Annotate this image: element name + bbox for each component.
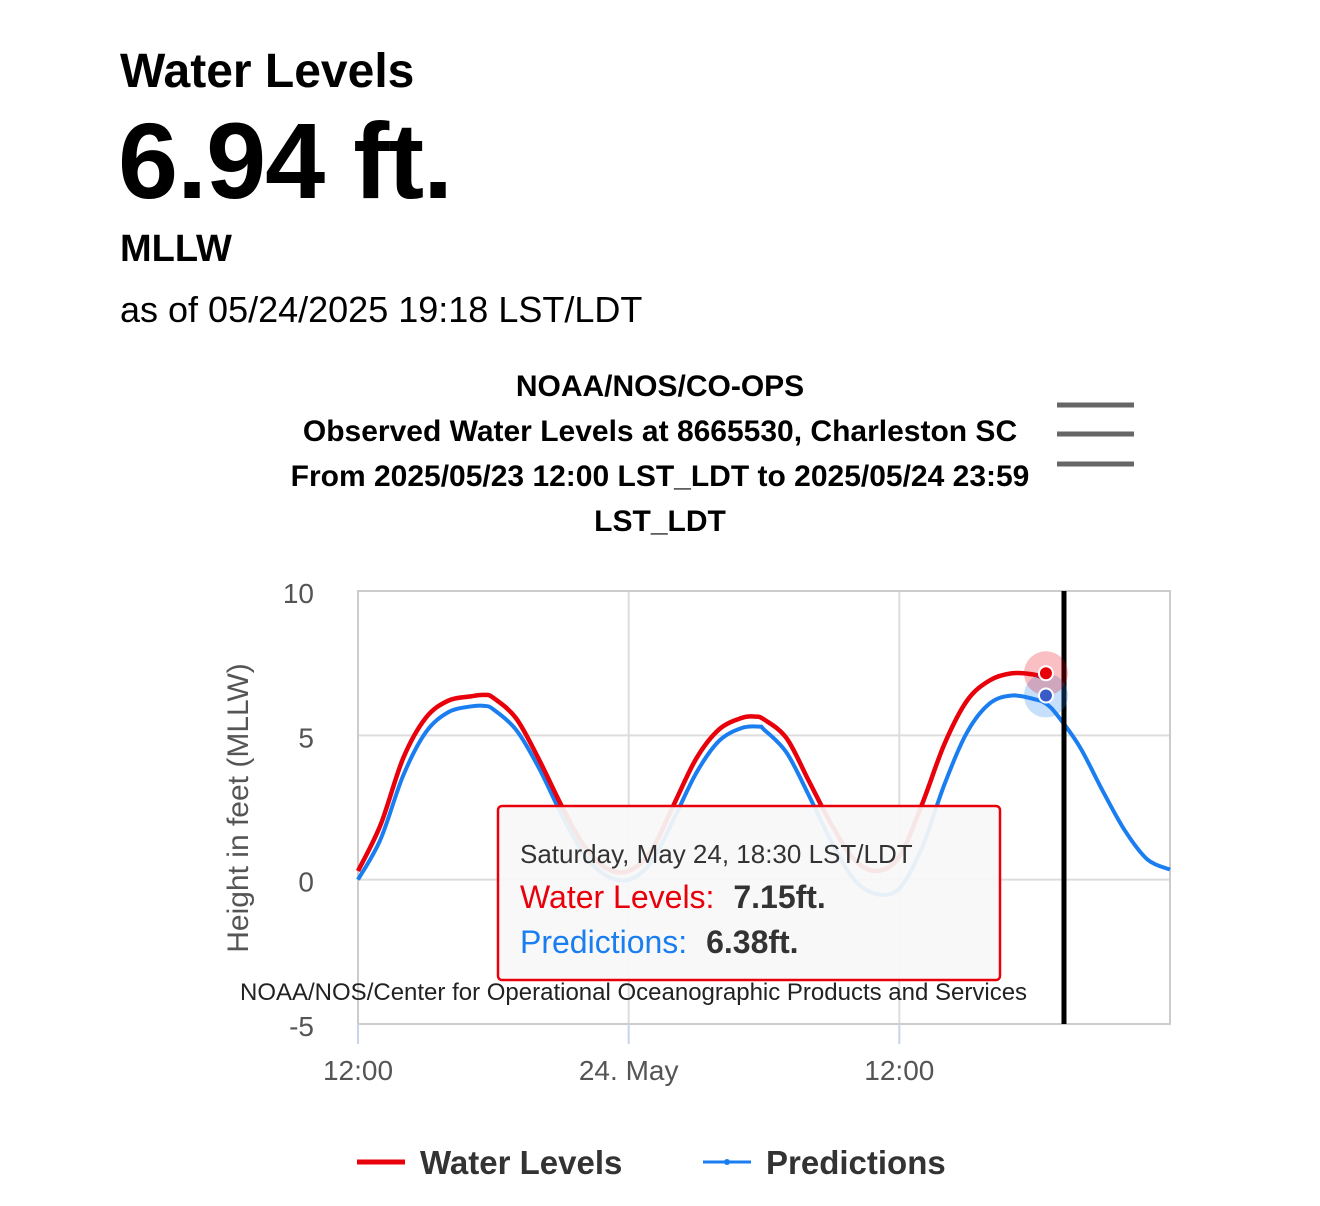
hamburger-menu-icon[interactable] [1050,395,1140,473]
current-water-level-value: 6.94 ft. [118,100,453,221]
legend-item-predictions[interactable]: Predictions [703,1144,946,1181]
x-axis-ticks: 12:00 24. May 12:00 [323,1024,934,1086]
as-of-timestamp: as of 05/24/2025 19:18 LST/LDT [120,289,643,330]
hovered-points [1023,651,1068,718]
legend-predictions-label: Predictions [766,1144,946,1181]
tooltip-water-value: 7.15ft. [733,879,825,915]
plot-area-border [357,590,1171,1025]
water-levels-hover-point [1037,665,1054,682]
y-tick-label: 5 [298,722,314,753]
x-tick-label: 12:00 [864,1055,934,1086]
tooltip: Saturday, May 24, 18:30 LST/LDT Water Le… [496,804,1002,982]
tooltip-water-label: Water Levels: [520,879,714,915]
y-tick-label: -5 [289,1011,314,1042]
legend-predictions-marker [724,1159,730,1165]
tooltip-predictions-row: Predictions: 6.38ft. [520,924,799,960]
tooltip-date: Saturday, May 24, 18:30 LST/LDT [520,839,913,869]
tooltip-predictions-value: 6.38ft. [706,924,798,960]
y-tick-label: 0 [298,867,314,898]
x-tick-label: 12:00 [323,1055,393,1086]
chart-title-line-4: LST_LDT [594,505,726,538]
y-tick-label: 10 [283,578,314,609]
legend-water-levels-label: Water Levels [420,1144,622,1181]
page-title: Water Levels [120,45,415,98]
chart-title-line-2: Observed Water Levels at 8665530, Charle… [303,415,1017,448]
y-axis-ticks: 10 5 0 -5 [283,578,314,1042]
predictions-hover-point [1037,687,1054,704]
chart-title-line-1: NOAA/NOS/CO-OPS [516,370,804,403]
y-axis-label: Height in feet (MLLW) [222,663,255,953]
x-tick-label: 24. May [579,1055,679,1086]
tooltip-water-row: Water Levels: 7.15ft. [520,879,826,915]
legend-item-water-levels[interactable]: Water Levels [357,1144,622,1181]
chart-title-line-3: From 2025/05/23 12:00 LST_LDT to 2025/05… [291,460,1030,493]
series-line-water-levels [355,670,1047,875]
chart-credit: NOAA/NOS/Center for Operational Oceanogr… [240,979,1027,1006]
datum-label: MLLW [120,228,232,270]
tooltip-predictions-label: Predictions: [520,924,687,960]
